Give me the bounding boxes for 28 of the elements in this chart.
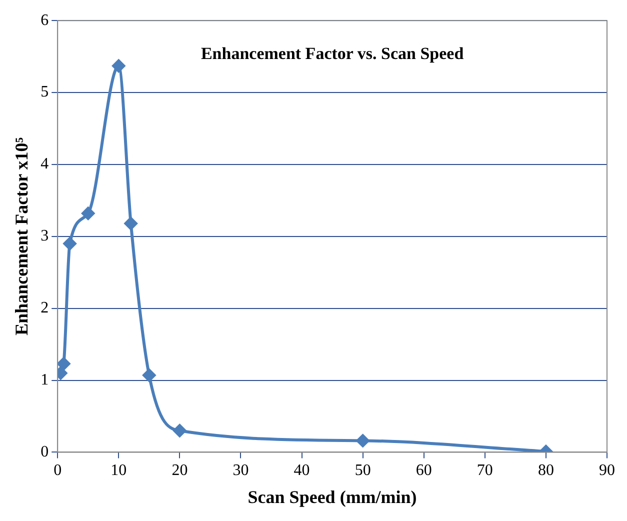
- x-tick-label: 0: [54, 462, 62, 480]
- point: [58, 357, 70, 370]
- y-tick-label: 1: [40, 371, 49, 388]
- y-tick-label: 5: [40, 84, 49, 101]
- point: [142, 368, 156, 382]
- x-tick-label: 70: [476, 462, 493, 480]
- x-tick-label: 60: [416, 462, 432, 480]
- x-tick-label: 50: [354, 462, 371, 480]
- point: [82, 206, 95, 220]
- point: [356, 434, 370, 448]
- y-tick-label: 2: [40, 300, 49, 317]
- text: Enhancement Factor vs. Scan Speed: [200, 44, 464, 63]
- y-axis-title: Enhancement Factor x10⁵: [11, 136, 32, 336]
- x-tick-label: 10: [110, 462, 127, 480]
- point: [112, 59, 126, 72]
- x-tick-label: 30: [232, 462, 249, 480]
- x-tick-label: 90: [599, 462, 615, 480]
- x-tick-label: 80: [538, 462, 554, 480]
- x-axis-title: Scan Speed (mm/min): [248, 486, 417, 507]
- point: [173, 424, 186, 438]
- point: [63, 237, 76, 250]
- point: [124, 216, 138, 230]
- x-tick-label: 40: [294, 462, 310, 480]
- y-tick-label: 6: [40, 12, 49, 29]
- x-tick-label: 20: [172, 462, 188, 480]
- y-tick-label: 4: [40, 156, 49, 173]
- y-tick-label: 3: [40, 228, 49, 245]
- y-tick-label: 0: [40, 443, 49, 460]
